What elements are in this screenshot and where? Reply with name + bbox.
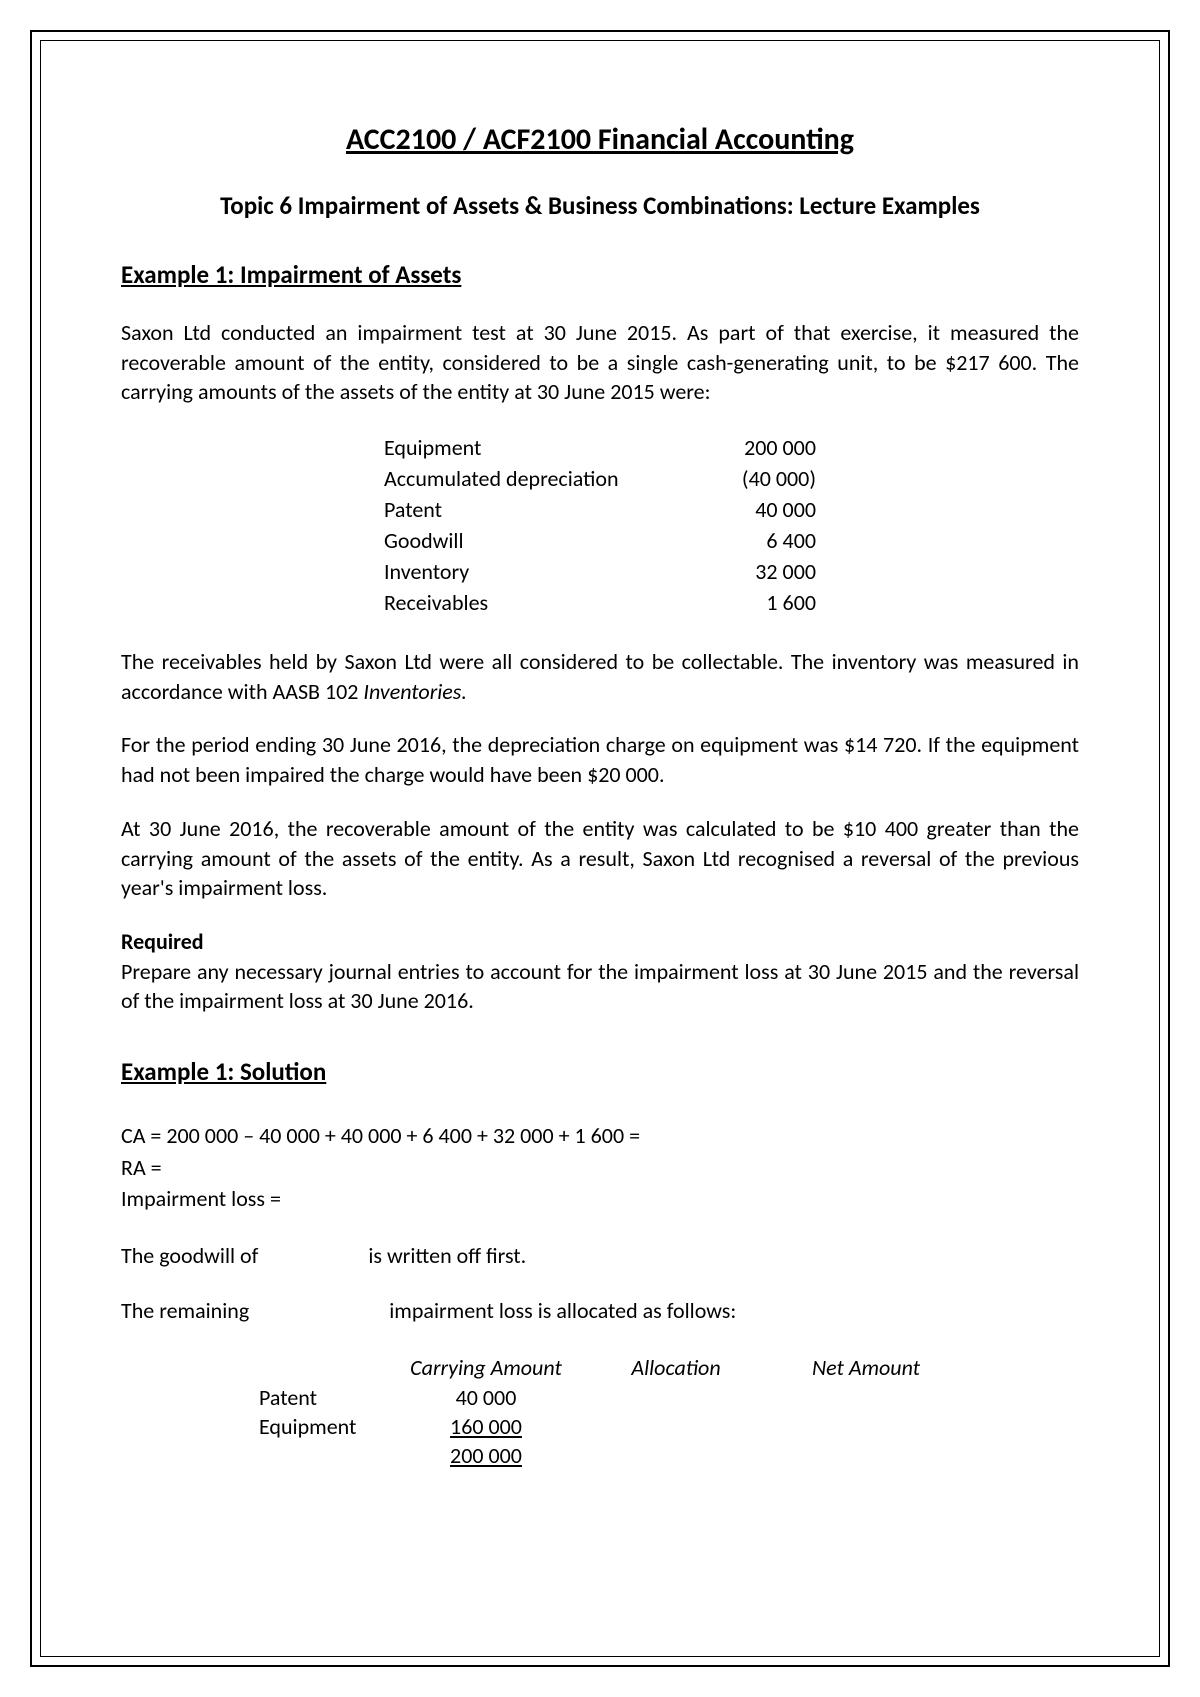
alloc-total: 200 000 <box>391 1441 581 1470</box>
example1-para3: For the period ending 30 June 2016, the … <box>121 730 1079 789</box>
goodwill-line: The goodwill of is written off first. <box>121 1242 1079 1269</box>
alloc-header-net: Net Amount <box>771 1352 961 1383</box>
impairment-line: Impairment loss = <box>121 1184 1079 1214</box>
example1-para4: At 30 June 2016, the recoverable amount … <box>121 814 1079 903</box>
alloc-carrying-amount: 160 000 <box>391 1412 581 1441</box>
alloc-total-row: 200 000 <box>241 1441 961 1470</box>
example1-para2: The receivables held by Saxon Ltd were a… <box>121 647 1079 706</box>
document-title: ACC2100 / ACF2100 Financial Accounting <box>121 121 1079 158</box>
asset-row: Equipment200 000 <box>384 433 816 462</box>
alloc-row-label: Equipment <box>241 1412 391 1441</box>
alloc-net-amount <box>771 1383 961 1412</box>
example1-heading: Example 1: Impairment of Assets <box>121 259 1079 290</box>
alloc-carrying-amount: 40 000 <box>391 1383 581 1412</box>
alloc-allocation <box>581 1383 771 1412</box>
ra-line: RA = <box>121 1153 1079 1183</box>
asset-row: Receivables1 600 <box>384 588 816 617</box>
alloc-row: Equipment160 000 <box>241 1412 961 1441</box>
asset-value: 32 000 <box>706 557 816 586</box>
remaining-line: The remaining impairment loss is allocate… <box>121 1297 1079 1324</box>
asset-row: Inventory32 000 <box>384 557 816 586</box>
asset-value: 200 000 <box>706 433 816 462</box>
alloc-header-carrying: Carrying Amount <box>391 1352 581 1383</box>
remaining-a: The remaining <box>121 1297 249 1324</box>
alloc-row: Patent40 000 <box>241 1383 961 1412</box>
solution-heading: Example 1: Solution <box>121 1056 1079 1087</box>
inner-border: ACC2100 / ACF2100 Financial Accounting T… <box>40 40 1160 1657</box>
alloc-net-amount <box>771 1412 961 1441</box>
asset-value: 1 600 <box>706 588 816 617</box>
example1-para1: Saxon Ltd conducted an impairment test a… <box>121 318 1079 407</box>
ca-line: CA = 200 000 – 40 000 + 40 000 + 6 400 +… <box>121 1121 1079 1151</box>
document-subtitle: Topic 6 Impairment of Assets & Business … <box>121 190 1079 221</box>
allocation-table: Carrying Amount Allocation Net Amount Pa… <box>241 1352 961 1470</box>
remaining-b: impairment loss is allocated as follows: <box>389 1297 736 1324</box>
para2-text: The receivables held by Saxon Ltd were a… <box>121 648 1079 705</box>
alloc-row-label: Patent <box>241 1383 391 1412</box>
asset-row: Patent40 000 <box>384 495 816 524</box>
asset-label: Accumulated depreciation <box>384 464 704 493</box>
required-label: Required <box>121 928 204 955</box>
required-block: Required Prepare any necessary journal e… <box>121 927 1079 1016</box>
asset-value: 40 000 <box>706 495 816 524</box>
outer-border: ACC2100 / ACF2100 Financial Accounting T… <box>30 30 1170 1667</box>
asset-value: (40 000) <box>706 464 816 493</box>
para2-italic: Inventories. <box>363 678 466 705</box>
alloc-allocation <box>581 1412 771 1441</box>
asset-label: Patent <box>384 495 704 524</box>
asset-label: Goodwill <box>384 526 704 555</box>
asset-label: Receivables <box>384 588 704 617</box>
asset-value: 6 400 <box>706 526 816 555</box>
asset-label: Inventory <box>384 557 704 586</box>
asset-row: Goodwill6 400 <box>384 526 816 555</box>
goodwill-b: is written off first. <box>368 1242 526 1269</box>
required-text: Prepare any necessary journal entries to… <box>121 958 1079 1015</box>
alloc-header-allocation: Allocation <box>581 1352 771 1383</box>
asset-label: Equipment <box>384 433 704 462</box>
asset-carrying-table: Equipment200 000Accumulated depreciation… <box>382 431 818 619</box>
goodwill-a: The goodwill of <box>121 1242 258 1269</box>
asset-row: Accumulated depreciation(40 000) <box>384 464 816 493</box>
